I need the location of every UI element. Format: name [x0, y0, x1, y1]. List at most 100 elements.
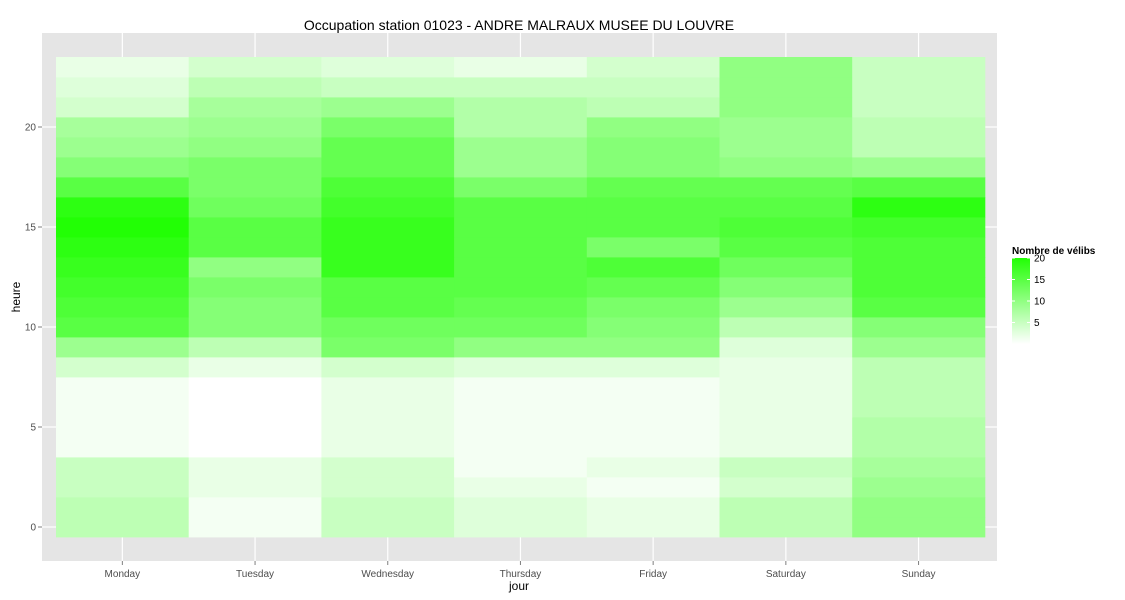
heatmap-cell	[321, 497, 455, 518]
heatmap-cell	[188, 457, 322, 478]
heatmap-cell	[852, 417, 986, 438]
heatmap-cell	[188, 377, 322, 398]
x-tick-label: Saturday	[766, 569, 806, 580]
heatmap-cell	[719, 157, 853, 178]
heatmap-cell	[454, 297, 588, 318]
heatmap-cell	[454, 97, 588, 118]
heatmap-cell	[586, 437, 720, 458]
heatmap-cell	[56, 177, 190, 198]
x-axis-title: jour	[508, 579, 529, 593]
heatmap-cell	[586, 337, 720, 358]
heatmap-cell	[56, 517, 190, 538]
y-tick-label: 0	[30, 523, 36, 534]
heatmap-cell	[586, 97, 720, 118]
heatmap-cell	[188, 77, 322, 98]
heatmap-cell	[586, 277, 720, 298]
x-tick-label: Sunday	[902, 569, 936, 580]
heatmap-cell	[719, 297, 853, 318]
heatmap-cell	[586, 297, 720, 318]
heatmap-cell	[56, 497, 190, 518]
x-tick-label: Wednesday	[361, 569, 414, 580]
heatmap-cell	[719, 437, 853, 458]
heatmap-cell	[586, 377, 720, 398]
heatmap-cell	[852, 297, 986, 318]
heatmap-cell	[719, 457, 853, 478]
heatmap-cell	[454, 457, 588, 478]
heatmap-cell	[852, 177, 986, 198]
heatmap-cell	[719, 57, 853, 78]
heatmap-cell	[454, 337, 588, 358]
heatmap-cell	[321, 437, 455, 458]
heatmap-cell	[719, 497, 853, 518]
heatmap-cell	[321, 257, 455, 278]
heatmap-cell	[454, 277, 588, 298]
heatmap-cell	[188, 237, 322, 258]
heatmap-cell	[56, 237, 190, 258]
heatmap-cell	[852, 337, 986, 358]
chart-title: Occupation station 01023 - ANDRE MALRAUX…	[304, 17, 734, 33]
legend-tick-label: 10	[1034, 297, 1046, 308]
heatmap-cell	[56, 317, 190, 338]
heatmap-cell	[321, 157, 455, 178]
heatmap-cell	[321, 377, 455, 398]
heatmap-cell	[56, 57, 190, 78]
heatmap-cell	[719, 277, 853, 298]
heatmap-cell	[188, 517, 322, 538]
heatmap-cell	[56, 117, 190, 138]
heatmap-cell	[852, 137, 986, 158]
heatmap-cell	[719, 377, 853, 398]
legend-ticks: 5 10 15 20	[1012, 254, 1046, 329]
heatmap-cell	[454, 257, 588, 278]
heatmap-cell	[454, 517, 588, 538]
heatmap-cell	[586, 237, 720, 258]
heatmap-cell	[454, 157, 588, 178]
heatmap-cell	[454, 317, 588, 338]
heatmap-cell	[454, 117, 588, 138]
heatmap-cell	[586, 157, 720, 178]
heatmap-cell	[188, 417, 322, 438]
heatmap-cell	[188, 177, 322, 198]
heatmap-cell	[188, 297, 322, 318]
heatmap-cell	[719, 197, 853, 218]
heatmap-cell	[719, 517, 853, 538]
heatmap-cell	[321, 357, 455, 378]
heatmap-cell	[586, 317, 720, 338]
heatmap-cell	[454, 417, 588, 438]
heatmap-cell	[188, 257, 322, 278]
heatmap-cell	[321, 517, 455, 538]
heatmap-cell	[321, 317, 455, 338]
heatmap-cell	[586, 517, 720, 538]
legend-tick-label: 5	[1034, 318, 1040, 329]
heatmap-cell	[321, 477, 455, 498]
heatmap-cell	[454, 357, 588, 378]
heatmap-cell	[188, 477, 322, 498]
legend-tick-label: 15	[1034, 275, 1046, 286]
heatmap-cell	[188, 337, 322, 358]
heatmap-cell	[454, 57, 588, 78]
heatmap-cell	[852, 157, 986, 178]
heatmap-cell	[586, 457, 720, 478]
heatmap-cell	[188, 217, 322, 238]
heatmap-cell	[56, 97, 190, 118]
heatmap-cell	[719, 217, 853, 238]
heatmap-cell	[321, 397, 455, 418]
y-tick-label: 5	[30, 423, 36, 434]
heatmap-cell	[454, 217, 588, 238]
heatmap-cell	[321, 417, 455, 438]
heatmap-cell	[454, 377, 588, 398]
heatmap-cell	[454, 497, 588, 518]
heatmap-cell	[852, 497, 986, 518]
heatmap-cell	[454, 197, 588, 218]
heatmap-cell	[188, 437, 322, 458]
heatmap-cell	[586, 397, 720, 418]
heatmap-cell	[56, 377, 190, 398]
heatmap-cell	[321, 77, 455, 98]
heatmap-cell	[56, 397, 190, 418]
y-axis-title: heure	[9, 281, 23, 312]
heatmap-cell	[56, 297, 190, 318]
x-tick-label: Thursday	[500, 569, 542, 580]
heatmap-cell	[321, 337, 455, 358]
heatmap-cell	[56, 197, 190, 218]
heatmap-cell	[454, 397, 588, 418]
heatmap-cell	[188, 397, 322, 418]
